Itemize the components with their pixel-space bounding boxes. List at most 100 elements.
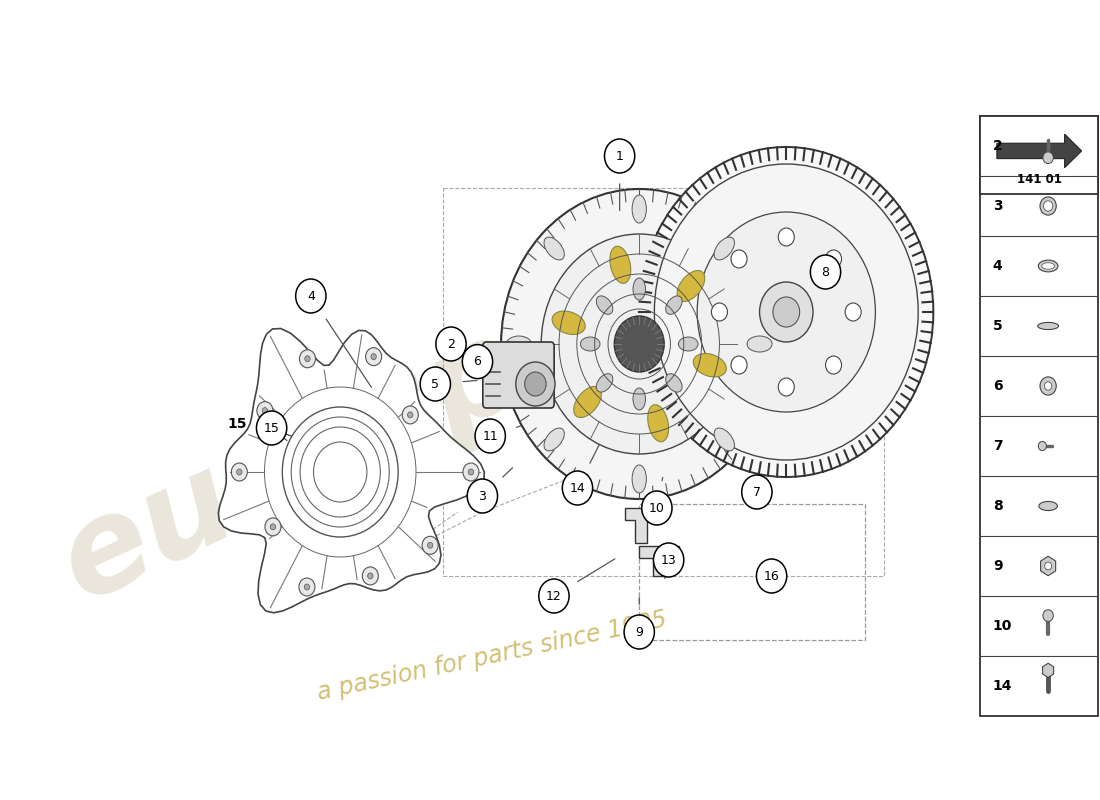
Circle shape bbox=[262, 408, 267, 414]
Text: 3: 3 bbox=[993, 199, 1002, 213]
Circle shape bbox=[639, 147, 933, 477]
Circle shape bbox=[367, 573, 373, 579]
Polygon shape bbox=[625, 508, 660, 543]
Circle shape bbox=[697, 212, 876, 412]
Circle shape bbox=[305, 584, 309, 590]
Circle shape bbox=[428, 542, 432, 548]
Text: 5: 5 bbox=[431, 378, 439, 390]
Text: 1: 1 bbox=[616, 150, 624, 162]
Circle shape bbox=[825, 356, 842, 374]
Circle shape bbox=[1038, 442, 1046, 450]
Text: 9: 9 bbox=[636, 626, 644, 638]
Circle shape bbox=[653, 543, 684, 577]
Text: 15: 15 bbox=[228, 417, 248, 431]
Circle shape bbox=[1040, 197, 1056, 215]
Text: 14: 14 bbox=[993, 679, 1012, 693]
Ellipse shape bbox=[609, 246, 630, 283]
Circle shape bbox=[469, 469, 474, 475]
Circle shape bbox=[845, 303, 861, 321]
Text: 8: 8 bbox=[822, 266, 829, 278]
Circle shape bbox=[231, 463, 248, 481]
Circle shape bbox=[256, 411, 287, 445]
Text: 5: 5 bbox=[993, 319, 1002, 333]
Text: 6: 6 bbox=[473, 355, 482, 368]
Ellipse shape bbox=[693, 354, 726, 377]
Text: 16: 16 bbox=[763, 570, 780, 582]
FancyBboxPatch shape bbox=[980, 116, 1098, 716]
Circle shape bbox=[516, 362, 556, 406]
Circle shape bbox=[779, 228, 794, 246]
Circle shape bbox=[773, 297, 800, 327]
Circle shape bbox=[712, 303, 727, 321]
Text: 10: 10 bbox=[649, 502, 664, 514]
Circle shape bbox=[1043, 610, 1054, 622]
Circle shape bbox=[463, 463, 478, 481]
Text: 13: 13 bbox=[661, 554, 676, 566]
Circle shape bbox=[1044, 382, 1052, 390]
Circle shape bbox=[732, 250, 747, 268]
Circle shape bbox=[741, 475, 772, 509]
Ellipse shape bbox=[552, 311, 585, 334]
Text: 3: 3 bbox=[478, 490, 486, 502]
Circle shape bbox=[265, 518, 280, 536]
Text: 2: 2 bbox=[447, 338, 455, 350]
Circle shape bbox=[436, 327, 466, 361]
Circle shape bbox=[562, 471, 593, 505]
Text: 15: 15 bbox=[264, 422, 279, 434]
Circle shape bbox=[371, 354, 376, 360]
Circle shape bbox=[757, 559, 786, 593]
Circle shape bbox=[475, 419, 505, 453]
Circle shape bbox=[422, 536, 438, 554]
Circle shape bbox=[299, 578, 315, 596]
Ellipse shape bbox=[632, 195, 647, 223]
Polygon shape bbox=[997, 134, 1081, 168]
Circle shape bbox=[811, 255, 840, 289]
Text: 9: 9 bbox=[993, 559, 1002, 573]
Ellipse shape bbox=[506, 336, 531, 352]
Ellipse shape bbox=[596, 296, 613, 314]
Ellipse shape bbox=[632, 388, 646, 410]
Text: 6: 6 bbox=[993, 379, 1002, 393]
Circle shape bbox=[468, 479, 497, 513]
Ellipse shape bbox=[1042, 262, 1055, 270]
Ellipse shape bbox=[1038, 502, 1057, 510]
Text: 14: 14 bbox=[570, 482, 585, 494]
FancyBboxPatch shape bbox=[980, 116, 1098, 194]
Circle shape bbox=[420, 367, 451, 401]
Circle shape bbox=[1045, 562, 1052, 570]
Ellipse shape bbox=[714, 428, 735, 451]
Circle shape bbox=[614, 316, 664, 372]
Circle shape bbox=[624, 615, 654, 649]
Text: 141 01: 141 01 bbox=[1016, 173, 1062, 186]
Text: 7: 7 bbox=[993, 439, 1002, 453]
Ellipse shape bbox=[544, 237, 564, 260]
Circle shape bbox=[641, 491, 672, 525]
Text: 10: 10 bbox=[993, 619, 1012, 633]
Ellipse shape bbox=[666, 374, 682, 392]
Circle shape bbox=[365, 348, 382, 366]
Circle shape bbox=[825, 250, 842, 268]
Ellipse shape bbox=[632, 278, 646, 300]
Circle shape bbox=[305, 356, 310, 362]
Circle shape bbox=[605, 139, 635, 173]
Polygon shape bbox=[639, 546, 680, 576]
Ellipse shape bbox=[596, 374, 613, 392]
Text: 8: 8 bbox=[993, 499, 1002, 513]
Text: a passion for parts since 1985: a passion for parts since 1985 bbox=[315, 607, 669, 705]
Ellipse shape bbox=[648, 405, 669, 442]
Text: 2: 2 bbox=[993, 139, 1002, 153]
Circle shape bbox=[760, 282, 813, 342]
Ellipse shape bbox=[679, 337, 699, 351]
Ellipse shape bbox=[581, 337, 600, 351]
Circle shape bbox=[236, 469, 242, 475]
Ellipse shape bbox=[666, 296, 682, 314]
Circle shape bbox=[362, 567, 378, 585]
Ellipse shape bbox=[678, 270, 705, 302]
Circle shape bbox=[462, 345, 493, 378]
Ellipse shape bbox=[1037, 322, 1058, 330]
Text: eurospares: eurospares bbox=[41, 173, 826, 627]
Circle shape bbox=[502, 189, 778, 499]
Circle shape bbox=[271, 524, 276, 530]
Text: 4: 4 bbox=[993, 259, 1002, 273]
Circle shape bbox=[296, 279, 326, 313]
